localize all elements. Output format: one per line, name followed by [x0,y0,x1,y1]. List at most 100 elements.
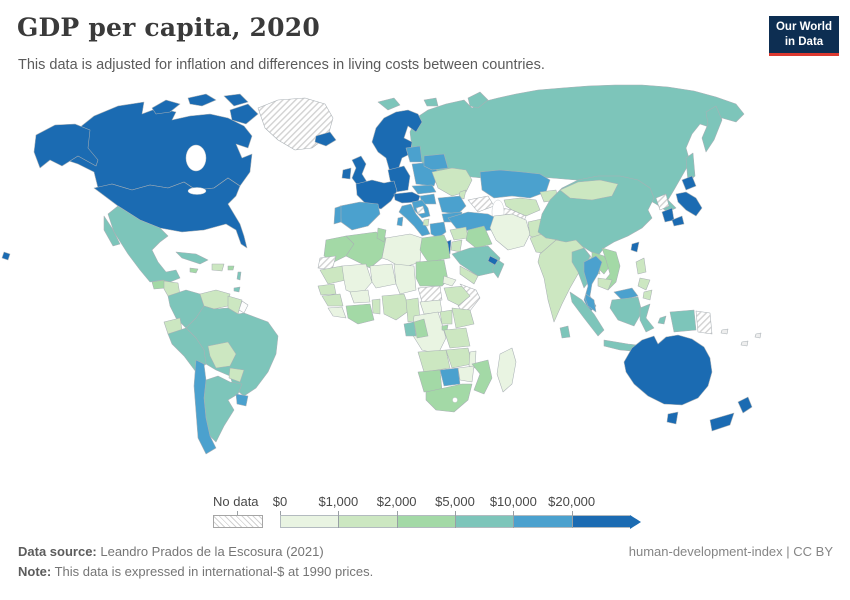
license-link[interactable]: human-development-index | CC BY [628,544,833,559]
country-ukraine[interactable] [431,167,473,197]
country-mexico[interactable] [107,205,181,283]
country-baltics[interactable] [405,145,423,163]
country-senegal[interactable] [317,283,337,296]
country-south-africa[interactable] [425,383,473,413]
country-japan-honshu[interactable] [675,191,703,217]
country-trinidad[interactable] [233,286,241,293]
country-botswana[interactable] [439,367,461,387]
country-libya[interactable] [381,233,423,269]
country-madagascar[interactable] [496,347,517,393]
country-portugal[interactable] [333,205,342,225]
country-malaysia-borneo[interactable] [613,287,639,301]
country-jordan[interactable] [450,239,463,253]
country-russia-franz-josef[interactable] [423,97,439,107]
country-chile[interactable] [193,359,217,455]
legend-bucket-swatch[interactable] [454,515,514,528]
legend-bucket-swatch[interactable] [338,515,397,528]
country-syria[interactable] [449,226,469,241]
country-uganda[interactable] [439,309,453,325]
country-sudan[interactable] [415,259,449,287]
country-sierra-leone-liberia[interactable] [327,306,347,319]
country-cuba[interactable] [175,251,209,265]
country-japan-hokkaido[interactable] [681,175,697,191]
country-mexico-baja[interactable] [103,215,121,247]
country-uzbekistan[interactable] [503,197,541,217]
country-ireland[interactable] [341,167,352,180]
legend-bucket-swatch[interactable] [280,515,339,528]
country-albania[interactable] [422,218,430,227]
country-japan-kyushu[interactable] [671,215,685,227]
country-argentina[interactable] [203,375,243,443]
owid-logo[interactable]: Our World in Data [769,16,839,56]
country-usa-hawaii[interactable] [1,251,11,261]
country-zimbabwe[interactable] [457,365,475,383]
country-niger[interactable] [369,263,397,289]
country-svalbard[interactable] [377,97,401,111]
country-indonesia-sulawesi[interactable] [639,303,655,333]
country-australia-tasmania[interactable] [666,411,679,425]
country-papua-new-guinea[interactable] [695,310,713,335]
country-burkina-faso[interactable] [349,289,371,304]
country-czechia-slovakia[interactable] [411,184,437,195]
country-chad[interactable] [393,263,417,295]
country-egypt[interactable] [419,234,451,263]
country-uruguay[interactable] [235,393,249,407]
country-new-zealand-north[interactable] [737,396,753,414]
country-kazakhstan[interactable] [479,169,551,199]
country-ivory-coast-ghana[interactable] [345,303,375,325]
country-puerto-rico[interactable] [227,265,235,271]
country-canada-arctic1[interactable] [151,99,181,115]
country-indonesia-papua[interactable] [669,309,697,333]
country-indonesia-sumatra[interactable] [569,291,605,337]
country-mozambique[interactable] [471,359,493,395]
country-philippines-visayas[interactable] [637,277,651,291]
country-tunisia[interactable] [376,227,387,243]
country-lesser-antilles[interactable] [236,271,242,281]
country-indonesia-kalimantan[interactable] [609,296,643,327]
country-jamaica[interactable] [189,267,199,274]
country-spain[interactable] [339,201,381,231]
country-kenya[interactable] [451,307,475,329]
country-mongolia[interactable] [559,179,619,201]
country-hispaniola[interactable] [211,263,225,272]
country-nigeria[interactable] [381,293,411,321]
legend-bucket-swatch[interactable] [396,515,455,528]
country-north-korea[interactable] [655,193,670,211]
country-bosnia[interactable] [415,205,426,215]
country-belarus[interactable] [423,153,449,171]
country-russia-sakhalin[interactable] [685,152,696,183]
legend-no-data-swatch[interactable] [213,515,263,528]
country-angola[interactable] [417,349,451,373]
country-togo-benin[interactable] [371,298,381,315]
legend-bucket-swatch[interactable] [571,515,630,528]
country-romania[interactable] [437,195,467,215]
country-oman[interactable] [491,259,505,279]
country-italy-sardinia[interactable] [396,216,404,227]
country-malaysia-peninsular[interactable] [584,293,597,313]
country-namibia[interactable] [417,369,443,393]
country-zambia[interactable] [445,347,473,369]
country-tanzania[interactable] [443,327,471,349]
country-caucasus[interactable] [467,195,495,213]
country-taiwan[interactable] [630,241,640,253]
country-russia-novaya-zemlya[interactable] [467,91,489,109]
country-canada-baffin[interactable] [229,103,259,125]
country-paraguay[interactable] [228,367,245,383]
country-russia-kamchatka[interactable] [701,105,723,153]
country-usa[interactable] [93,177,248,249]
country-new-zealand-south[interactable] [709,412,735,432]
country-south-sudan[interactable] [417,285,443,303]
country-sri-lanka[interactable] [559,325,571,339]
country-congo[interactable] [413,318,429,339]
country-gabon[interactable] [403,321,417,337]
country-canada-arctic2[interactable] [187,93,217,107]
country-philippines-luzon[interactable] [635,257,647,275]
country-usa-alaska[interactable] [33,123,99,169]
country-philippines-mindanao[interactable] [642,289,653,301]
country-iceland[interactable] [314,131,337,147]
country-cambodia[interactable] [597,277,613,291]
country-guinea[interactable] [321,293,344,307]
country-bolivia[interactable] [207,341,237,369]
country-indonesia-moluccas[interactable] [657,315,667,325]
